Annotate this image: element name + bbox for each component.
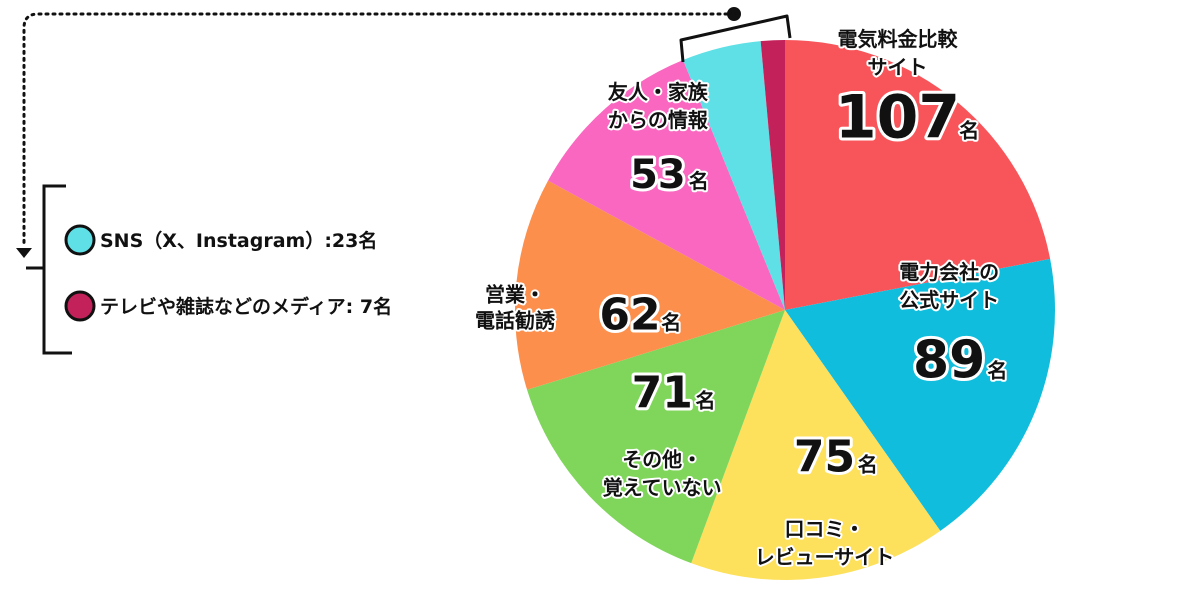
slice-label-review-site: レビューサイト [755,545,895,569]
legend-item-sns: SNS（X、Instagram）:23名 [64,224,377,256]
slice-value-comparison-site: 107 [835,83,960,153]
pie-slice-tv-magazine-media [760,40,785,310]
legend-label-media: テレビや雑誌などのメディア: 7名 [100,295,392,318]
slice-unit-other-unknown: 名 [696,389,716,413]
arrow-down-icon [16,248,32,258]
slice-label-friends-family: 友人・家族 [608,80,709,104]
slice-label-friends-family: からの情報 [608,108,709,132]
slice-label-sales-call: 営業・ [485,282,545,306]
slice-unit-review-site: 名 [858,453,878,477]
pie-slice-sales-call [515,180,785,390]
dotted-connector [22,12,736,248]
legend-label-sns: SNS（X、Instagram）:23名 [100,229,377,252]
legend-swatch-media [64,290,96,322]
slice-label-other-unknown: その他・ [622,448,702,472]
slice-unit-friends-family: 名 [689,169,709,193]
pie-slice-comparison-site [785,40,1051,310]
slice-value-friends-family: 53 [630,152,686,198]
slice-value-sales-call: 62 [599,289,660,340]
legend-swatch-sns [64,224,96,256]
pie-slice-utility-official-site [785,258,1056,531]
slice-value-other-unknown: 71 [632,368,693,419]
slice-label-sales-call: 電話勧誘 [475,308,556,332]
slice-value-review-site: 75 [794,432,855,483]
legend-bracket [26,184,72,355]
pie-slice-other-unknown [527,310,785,564]
slice-label-comparison-site: サイト [868,55,928,79]
slice-label-comparison-site: 電気料金比較 [838,27,959,51]
slice-label-utility-official-site: 公式サイト [899,288,999,312]
pie-slice-sns [683,41,785,310]
slice-unit-comparison-site: 名 [959,119,979,143]
slice-label-other-unknown: 覚えていない [603,476,722,500]
pie-slice-review-site [691,310,941,580]
slice-label-utility-official-site: 電力会社の [899,260,999,284]
slice-unit-utility-official-site: 名 [987,359,1007,383]
slice-unit-sales-call: 名 [661,310,681,334]
slice-value-utility-official-site: 89 [913,331,985,391]
pie-slice-friends-family [548,59,785,310]
slice-label-review-site: 口コミ・ [785,517,865,541]
legend-item-media: テレビや雑誌などのメディア: 7名 [64,290,392,322]
small-slices-bracket [679,14,792,63]
